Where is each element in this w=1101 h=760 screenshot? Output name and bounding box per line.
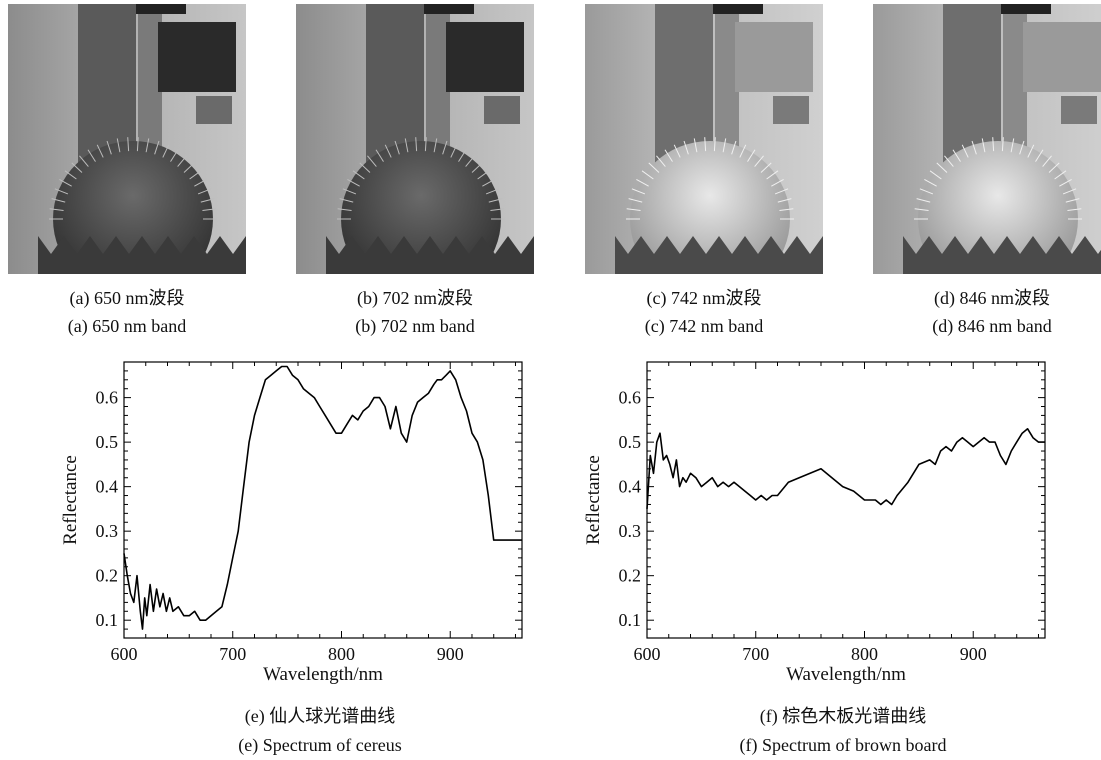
plot-frame — [646, 361, 1046, 639]
x-tick-label: 800 — [851, 644, 878, 664]
x-tick-label: 900 — [960, 644, 987, 664]
x-tick-label: 600 — [111, 644, 138, 664]
band-image-d — [873, 4, 1101, 274]
x-tick-label: 600 — [634, 644, 661, 664]
y-tick-label: 0.2 — [619, 566, 642, 586]
caption-cn: (a) 650 nm波段 — [69, 288, 185, 308]
caption-en: (a) 650 nm band — [67, 316, 187, 336]
x-tick-label: 900 — [437, 644, 464, 664]
y-tick-label: 0.3 — [96, 521, 119, 541]
y-axis-label: Reflectance — [583, 455, 604, 545]
x-tick-label: 700 — [742, 644, 769, 664]
caption-cn: (b) 702 nm波段 — [357, 288, 473, 308]
y-tick-label: 0.5 — [619, 432, 642, 452]
x-tick-label: 800 — [328, 644, 355, 664]
caption-cn: (c) 742 nm波段 — [646, 288, 762, 308]
y-tick-label: 0.5 — [96, 432, 119, 452]
caption-en: (d) 846 nm band — [932, 316, 1052, 336]
y-tick-label: 0.6 — [96, 388, 119, 408]
image-caption-a: (a) 650 nm波段 (a) 650 nm band — [0, 284, 267, 340]
plot-caption-e: (e) 仙人球光谱曲线 (e) Spectrum of cereus — [130, 702, 510, 760]
y-tick-label: 0.4 — [619, 477, 642, 497]
caption-en: (b) 702 nm band — [355, 316, 475, 336]
image-caption-c: (c) 742 nm波段 (c) 742 nm band — [564, 284, 844, 340]
image-caption-b: (b) 702 nm波段 (b) 702 nm band — [275, 284, 555, 340]
caption-en: (c) 742 nm band — [644, 316, 764, 336]
y-tick-label: 0.2 — [96, 566, 119, 586]
y-tick-label: 0.6 — [619, 388, 642, 408]
band-image-a — [8, 4, 246, 274]
spectrum-line — [123, 365, 522, 630]
caption-cn: (f) 棕色木板光谱曲线 — [759, 706, 927, 726]
x-axis-label: Wavelength/nm — [786, 664, 906, 685]
y-axis-label: Reflectance — [60, 455, 81, 545]
spectrum-line — [646, 428, 1045, 509]
band-image-c — [585, 4, 823, 274]
x-tick-label: 700 — [219, 644, 246, 664]
caption-en: (e) Spectrum of cereus — [238, 735, 402, 755]
caption-en: (f) Spectrum of brown board — [739, 735, 947, 755]
spectrum-chart-brown-board: 600 700 800 900 0.1 0.2 0.3 0.4 0.5 0.6 Wavelength… — [583, 361, 1046, 685]
y-tick-label: 0.4 — [96, 477, 119, 497]
y-tick-label: 0.1 — [619, 610, 642, 630]
y-tick-label: 0.1 — [96, 610, 119, 630]
x-axis-label: Wavelength/nm — [263, 664, 383, 685]
spectrum-chart-cereus: 600 700 800 900 0.1 0.2 0.3 0.4 0.5 0.6 Wavelength… — [60, 361, 523, 685]
plot-frame — [123, 361, 523, 639]
caption-cn: (e) 仙人球光谱曲线 — [244, 706, 396, 726]
caption-cn: (d) 846 nm波段 — [934, 288, 1050, 308]
y-tick-label: 0.3 — [619, 521, 642, 541]
band-image-b — [296, 4, 534, 274]
plot-caption-f: (f) 棕色木板光谱曲线 (f) Spectrum of brown board — [653, 702, 1033, 760]
image-caption-d: (d) 846 nm波段 (d) 846 nm band — [852, 284, 1101, 340]
